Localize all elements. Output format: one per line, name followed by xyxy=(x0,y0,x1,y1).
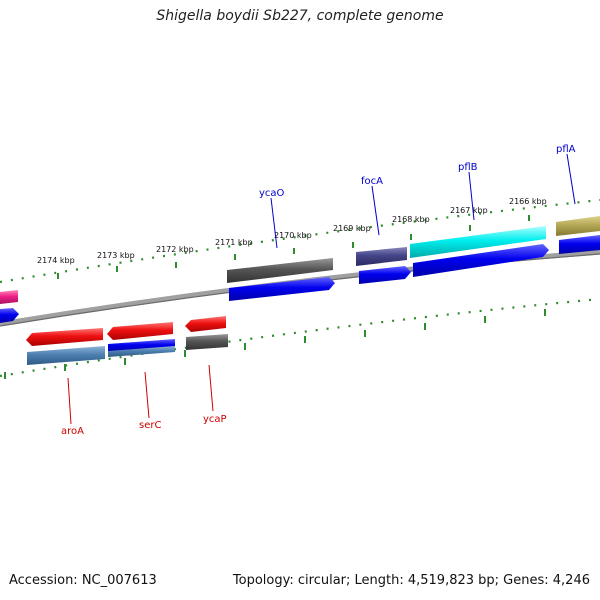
kbp-labels: 2174 kbp 2173 kbp 2172 kbp 2171 kbp 2170… xyxy=(37,197,547,265)
accession-text: Accession: NC_007613 xyxy=(9,573,157,588)
upper-leader-lines xyxy=(270,153,576,249)
gene-label-pflA: pflA xyxy=(556,144,576,155)
gene-ycaP-arrow xyxy=(185,316,226,332)
cds-aroA-block xyxy=(27,346,105,365)
map-title: Shigella boydii Sb227, complete genome xyxy=(156,8,444,24)
gene-label-aroA: aroA xyxy=(61,426,84,437)
cds-forward-arrow xyxy=(0,308,19,323)
gene-pink-arrow xyxy=(0,290,18,304)
kbp-label: 2167 kbp xyxy=(450,206,488,215)
gene-pflA-arrow xyxy=(556,216,600,236)
kbp-label: 2166 kbp xyxy=(509,197,547,206)
gene-label-ycaO: ycaO xyxy=(259,188,285,199)
major-ticks-upper xyxy=(57,215,530,279)
gene-label-ycaP: ycaP xyxy=(203,414,227,425)
kbp-label: 2171 kbp xyxy=(215,238,253,247)
lower-gene-labels: aroA serC ycaP xyxy=(61,414,227,437)
kbp-label: 2173 kbp xyxy=(97,251,135,260)
cds-forward-arrow xyxy=(359,266,411,284)
cds-serC-block-lower xyxy=(108,346,175,357)
gene-serC-arrow xyxy=(107,322,173,340)
gene-label-pflB: pflB xyxy=(458,162,478,173)
gene-label-focA: focA xyxy=(361,176,383,187)
cds-ycaP-block xyxy=(186,334,228,350)
gene-ycaO-arrow xyxy=(227,258,333,283)
cds-forward-arrow xyxy=(559,235,600,254)
gene-label-serC: serC xyxy=(139,420,161,431)
kbp-label: 2169 kbp xyxy=(333,224,371,233)
lower-leader-lines xyxy=(67,364,214,425)
cds-forward-arrow xyxy=(413,244,549,277)
upper-gene-labels: ycaO focA pflB pflA xyxy=(259,144,576,199)
kbp-label: 2168 kbp xyxy=(392,215,430,224)
gene-pflB-arrow xyxy=(410,226,546,258)
major-ticks-lower xyxy=(4,309,546,379)
cds-forward-arrow xyxy=(229,277,335,301)
genome-summary-text: Topology: circular; Length: 4,519,823 bp… xyxy=(232,573,590,588)
kbp-label: 2174 kbp xyxy=(37,256,75,265)
kbp-label: 2172 kbp xyxy=(156,245,194,254)
kbp-label: 2170 kbp xyxy=(274,231,312,240)
gene-aroA-arrow xyxy=(26,328,103,346)
cds-serC-block xyxy=(108,339,175,352)
gene-focA-arrow xyxy=(356,247,407,266)
